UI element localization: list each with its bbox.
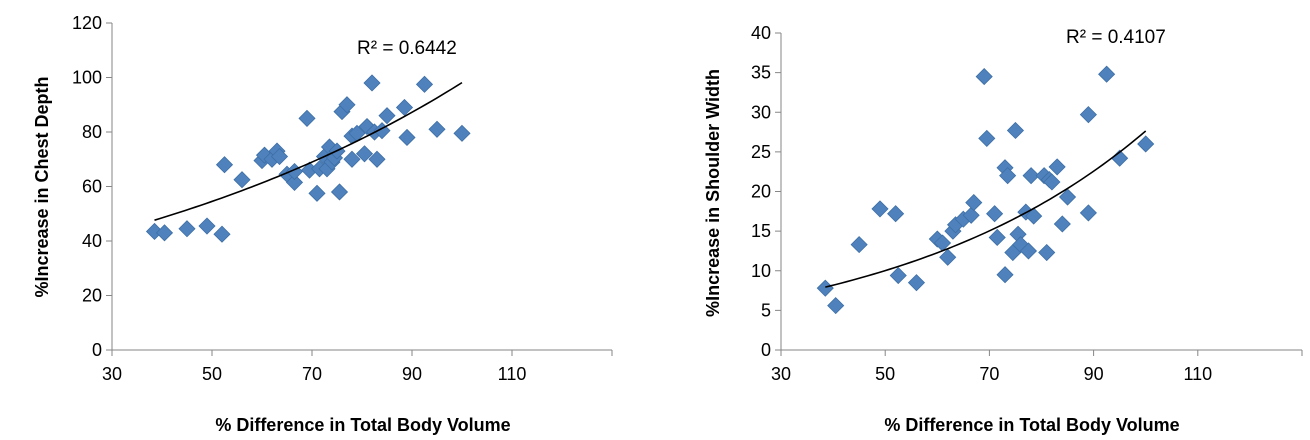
r-squared-label: R² = 0.6442 [357,38,457,59]
chart-chest-depth: %Increase in Chest Depth % Difference in… [32,13,613,435]
data-point [965,194,983,212]
r-squared-label: R² = 0.4107 [1066,27,1166,48]
data-point [907,274,926,292]
y-tick-label: 20 [82,286,102,306]
data-point [415,75,434,93]
data-point [986,205,1004,223]
x-axis-title: % Difference in Total Body Volume [215,415,510,435]
data-point [1012,236,1030,254]
data-point [996,266,1014,284]
data-point [338,96,356,114]
data-point [1053,215,1071,233]
data-point [178,220,196,238]
y-axis-title: %Increase in Chest Depth [32,76,52,297]
x-tick-label: 70 [979,364,999,384]
data-point [155,224,174,242]
y-tick-label: 25 [751,142,771,162]
data-point [1006,121,1025,140]
x-tick-label: 30 [771,364,791,384]
x-tick-label: 70 [302,364,322,384]
data-point [1019,242,1038,260]
y-tick-label: 15 [751,221,771,241]
data-point [363,74,381,92]
data-point [213,225,231,243]
data-point [308,184,326,202]
data-point [355,145,374,163]
data-point [145,222,164,241]
data-point [453,124,471,142]
data-point [298,109,316,127]
x-tick-label: 50 [202,364,222,384]
x-tick-label: 90 [402,364,422,384]
data-point [871,200,889,218]
data-point [887,205,905,223]
data-point [343,150,361,168]
y-tick-label: 60 [82,177,102,197]
data-point [889,266,907,285]
y-tick-label: 40 [82,231,102,251]
data-point [988,228,1006,247]
x-tick-label: 90 [1084,364,1104,384]
y-tick-label: 30 [751,102,771,122]
x-tick-label: 110 [1183,364,1212,384]
data-point [1058,188,1077,206]
data-point [1048,158,1066,176]
data-point [270,147,289,166]
data-point [999,167,1017,185]
y-tick-label: 10 [751,261,771,281]
trendline [154,81,463,221]
data-point [816,279,834,297]
data-point [378,107,396,125]
data-point [398,128,416,147]
x-tick-label: 30 [102,364,122,384]
data-point [428,120,446,138]
data-point [233,171,251,189]
y-tick-label: 120 [72,13,102,33]
data-point [850,236,868,254]
data-point [330,183,349,201]
trendline [825,130,1147,288]
y-tick-label: 5 [761,300,771,320]
data-point [1043,173,1061,191]
data-point [1038,243,1056,262]
data-point [215,156,234,174]
data-point [962,206,980,224]
y-tick-label: 40 [751,23,771,43]
y-tick-label: 20 [751,182,771,202]
y-tick-label: 35 [751,63,771,83]
data-point [1025,207,1043,225]
chart-shoulder-width: %Increase in Shoulder Width % Difference… [703,23,1303,435]
data-point [1022,167,1040,185]
x-tick-label: 50 [875,364,895,384]
data-point [1098,65,1116,83]
y-axis-title: %Increase in Shoulder Width [703,69,723,317]
y-tick-label: 100 [72,68,102,88]
data-point [285,173,304,191]
data-point [1079,204,1097,222]
data-point [1137,135,1155,153]
y-tick-label: 0 [761,340,771,360]
data-point [975,68,993,86]
data-point [939,248,957,266]
y-tick-label: 0 [92,340,102,360]
y-tick-label: 80 [82,122,102,142]
data-point [978,129,996,147]
x-tick-label: 110 [498,364,527,384]
data-point [395,98,414,117]
data-point [368,150,386,168]
data-point [198,217,216,235]
x-axis-title: % Difference in Total Body Volume [884,415,1179,435]
data-point [1079,106,1097,124]
data-point [827,297,845,315]
